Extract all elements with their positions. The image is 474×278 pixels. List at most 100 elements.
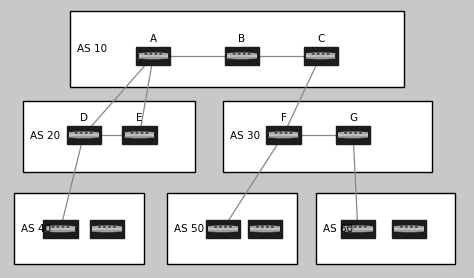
Bar (208, 227, 238, 231)
Bar (70, 11, 404, 87)
Bar (341, 220, 375, 238)
Circle shape (350, 132, 352, 133)
Ellipse shape (69, 132, 99, 134)
Circle shape (141, 132, 143, 133)
Text: C: C (317, 34, 324, 44)
Circle shape (261, 226, 264, 227)
Ellipse shape (46, 226, 75, 228)
Bar (316, 193, 456, 264)
Circle shape (345, 132, 346, 133)
Ellipse shape (343, 230, 373, 232)
Circle shape (155, 53, 157, 54)
Circle shape (405, 226, 407, 227)
Circle shape (109, 226, 110, 227)
Circle shape (359, 226, 361, 227)
Circle shape (67, 226, 69, 227)
Circle shape (415, 226, 417, 227)
Bar (392, 220, 426, 238)
Circle shape (62, 226, 64, 227)
Circle shape (410, 226, 412, 227)
Circle shape (327, 53, 329, 54)
Circle shape (113, 226, 115, 227)
Ellipse shape (306, 53, 336, 55)
Circle shape (145, 53, 147, 54)
Bar (14, 193, 144, 264)
Bar (206, 220, 240, 238)
Circle shape (266, 226, 268, 227)
Circle shape (99, 226, 100, 227)
Circle shape (285, 132, 287, 133)
Circle shape (229, 226, 231, 227)
Ellipse shape (394, 226, 424, 228)
Text: E: E (136, 113, 143, 123)
Text: AS 40: AS 40 (21, 224, 51, 234)
Ellipse shape (306, 57, 336, 59)
Ellipse shape (250, 226, 280, 228)
Bar (92, 227, 122, 231)
Ellipse shape (394, 230, 424, 232)
Circle shape (131, 132, 133, 133)
Bar (338, 133, 368, 137)
Circle shape (349, 226, 351, 227)
Text: AS 10: AS 10 (77, 44, 107, 54)
Text: F: F (281, 113, 286, 123)
Circle shape (354, 226, 356, 227)
Text: AS 50: AS 50 (174, 224, 204, 234)
Bar (336, 126, 370, 144)
Text: AS 30: AS 30 (230, 131, 260, 141)
Circle shape (80, 132, 82, 133)
Text: D: D (80, 113, 88, 123)
Bar (250, 227, 280, 231)
Circle shape (317, 53, 319, 54)
Bar (225, 47, 259, 64)
Bar (227, 54, 256, 58)
Ellipse shape (227, 57, 256, 59)
Bar (223, 101, 432, 172)
Ellipse shape (208, 226, 238, 228)
Circle shape (290, 132, 292, 133)
Ellipse shape (343, 226, 373, 228)
Circle shape (75, 132, 77, 133)
Ellipse shape (227, 53, 256, 55)
Ellipse shape (125, 132, 155, 134)
Circle shape (312, 53, 314, 54)
Circle shape (85, 132, 87, 133)
Bar (44, 220, 78, 238)
Bar (69, 133, 99, 137)
Circle shape (219, 226, 221, 227)
Text: AS 20: AS 20 (30, 131, 60, 141)
Ellipse shape (138, 57, 168, 59)
Bar (67, 126, 101, 144)
Circle shape (243, 53, 245, 54)
Circle shape (233, 53, 235, 54)
Text: G: G (349, 113, 357, 123)
Bar (125, 133, 155, 137)
Circle shape (401, 226, 402, 227)
Circle shape (90, 132, 92, 133)
Circle shape (275, 132, 277, 133)
Circle shape (52, 226, 54, 227)
Ellipse shape (338, 132, 368, 134)
Circle shape (322, 53, 324, 54)
Ellipse shape (269, 136, 298, 138)
Circle shape (360, 132, 362, 133)
Bar (23, 101, 195, 172)
Circle shape (280, 132, 282, 133)
Circle shape (225, 226, 227, 227)
Ellipse shape (208, 230, 238, 232)
Bar (343, 227, 373, 231)
Text: B: B (238, 34, 245, 44)
Circle shape (355, 132, 356, 133)
Bar (266, 126, 301, 144)
Bar (306, 54, 336, 58)
Ellipse shape (125, 136, 155, 138)
Ellipse shape (338, 136, 368, 138)
Circle shape (160, 53, 162, 54)
Ellipse shape (69, 136, 99, 138)
Circle shape (57, 226, 59, 227)
Bar (269, 133, 298, 137)
Bar (248, 220, 282, 238)
Ellipse shape (92, 230, 122, 232)
Ellipse shape (269, 132, 298, 134)
Bar (137, 47, 171, 64)
